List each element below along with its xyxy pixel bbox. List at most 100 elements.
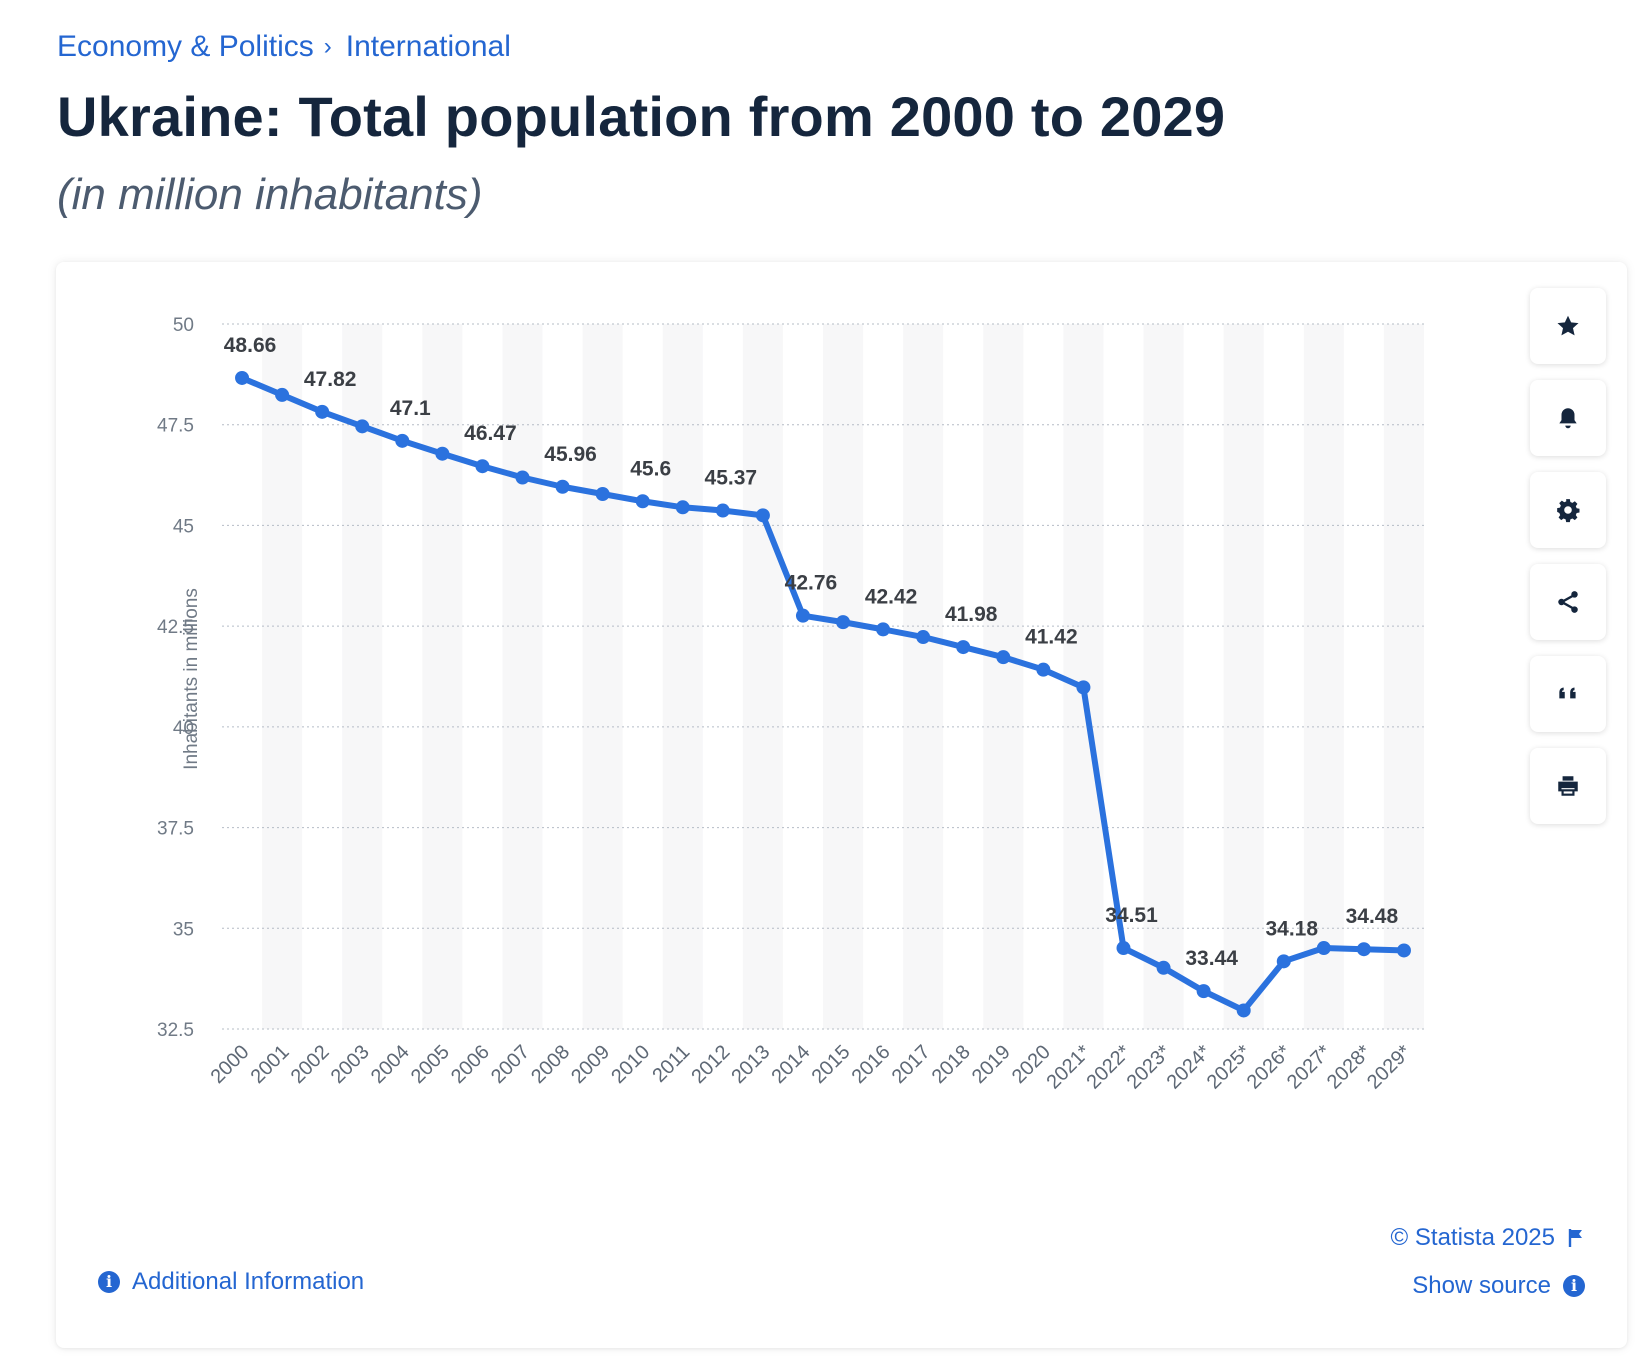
print-icon	[1558, 776, 1578, 796]
notification-button[interactable]	[1530, 380, 1606, 456]
share-button[interactable]	[1530, 564, 1606, 640]
additional-information-label: Additional Information	[132, 1268, 365, 1295]
y-tick-label: 45	[173, 516, 194, 537]
data-point[interactable]	[1036, 662, 1051, 677]
x-tick-label: 2009	[567, 1041, 614, 1088]
column-stripe	[1063, 324, 1104, 1029]
show-source-label: Show source	[1412, 1272, 1551, 1299]
column-stripe	[662, 324, 703, 1029]
column-stripe	[903, 324, 944, 1029]
share-icon	[1558, 591, 1578, 613]
column-stripe	[1383, 324, 1424, 1029]
data-label: 48.66	[224, 334, 277, 357]
column-stripe	[582, 324, 623, 1029]
data-point[interactable]	[1236, 1003, 1251, 1018]
data-point[interactable]	[355, 419, 370, 434]
flag-icon[interactable]	[1567, 1227, 1585, 1249]
page-title: Ukraine: Total population from 2000 to 2…	[57, 85, 1226, 148]
star-icon	[1557, 315, 1579, 336]
data-point[interactable]	[315, 404, 330, 419]
data-point[interactable]	[635, 494, 650, 509]
data-point[interactable]	[555, 479, 570, 494]
statista-credit: © Statista 2025	[1391, 1224, 1585, 1252]
x-tick-label: 2023*	[1123, 1041, 1176, 1094]
chart-card: 32.5 35 37.5 40 42.5 45 47.5 50 2000 2001 2002 200…	[56, 262, 1627, 1348]
data-point[interactable]	[916, 630, 931, 645]
x-tick-label: 2029*	[1363, 1041, 1416, 1094]
x-tick-label: 2025*	[1203, 1041, 1256, 1094]
data-label: 33.44	[1185, 947, 1238, 970]
data-point[interactable]	[235, 370, 250, 385]
show-source-link[interactable]: Show source i	[1412, 1272, 1585, 1300]
data-point[interactable]	[996, 650, 1011, 665]
data-point[interactable]	[836, 615, 851, 630]
data-point[interactable]	[876, 622, 891, 637]
cite-button[interactable]	[1530, 656, 1606, 732]
x-tick-label: 2005	[407, 1041, 454, 1088]
x-tick-label: 2027*	[1283, 1041, 1336, 1094]
data-points	[235, 370, 1411, 1018]
data-point[interactable]	[435, 446, 450, 461]
data-label: 41.42	[1025, 626, 1078, 649]
print-button[interactable]	[1530, 748, 1606, 824]
data-point[interactable]	[1276, 954, 1291, 969]
data-label: 45.96	[544, 443, 597, 466]
x-tick-label: 2014	[767, 1041, 814, 1088]
column-stripe	[502, 324, 543, 1029]
y-tick-label: 32.5	[157, 1020, 194, 1041]
data-point[interactable]	[755, 508, 770, 523]
data-point[interactable]	[1156, 960, 1171, 975]
data-point[interactable]	[1356, 942, 1371, 957]
data-label: 45.37	[705, 467, 758, 490]
breadcrumb-separator: ›	[323, 33, 332, 60]
x-tick-label: 2018	[928, 1041, 975, 1088]
info-icon: i	[1563, 1275, 1585, 1297]
data-point[interactable]	[275, 387, 290, 402]
breadcrumb: Economy & Politics › International	[57, 30, 511, 64]
data-point[interactable]	[715, 503, 730, 518]
data-label: 34.51	[1105, 904, 1158, 927]
breadcrumb-economy-politics[interactable]: Economy & Politics	[57, 30, 314, 63]
y-axis-label: Inhabitants in millions	[181, 588, 202, 770]
x-tick-label: 2000	[207, 1041, 254, 1088]
x-tick-label: 2002	[287, 1041, 334, 1088]
x-tick-label: 2022*	[1083, 1041, 1136, 1094]
favorite-button[interactable]	[1530, 288, 1606, 364]
x-tick-label: 2006	[447, 1041, 494, 1088]
data-point[interactable]	[1116, 941, 1131, 956]
data-point[interactable]	[795, 608, 810, 623]
data-point[interactable]	[595, 487, 610, 502]
data-point[interactable]	[956, 640, 971, 655]
data-series	[239, 374, 1407, 1014]
y-tick-label: 37.5	[157, 819, 194, 840]
quote-icon	[1559, 687, 1576, 699]
data-point[interactable]	[395, 433, 410, 448]
data-point[interactable]	[515, 470, 530, 485]
data-point[interactable]	[1196, 984, 1211, 999]
data-point[interactable]	[1396, 943, 1411, 958]
page-subtitle: (in million inhabitants)	[57, 170, 483, 219]
breadcrumb-international[interactable]: International	[345, 30, 511, 63]
y-tick-label: 35	[173, 919, 194, 940]
data-point[interactable]	[675, 500, 690, 515]
data-point[interactable]	[1316, 941, 1331, 956]
x-tick-label: 2004	[367, 1041, 414, 1088]
column-stripe	[823, 324, 864, 1029]
settings-button[interactable]	[1530, 472, 1606, 548]
x-tick-label: 2017	[888, 1041, 935, 1088]
data-point[interactable]	[1076, 680, 1091, 695]
data-point[interactable]	[475, 459, 490, 474]
y-tick-label: 40	[173, 718, 194, 739]
x-tick-label: 2015	[808, 1041, 855, 1088]
x-tick-label: 2024*	[1163, 1041, 1216, 1094]
y-tick-label: 50	[173, 315, 194, 336]
y-tick-label: 42.5	[157, 617, 194, 638]
x-tick-label: 2011	[648, 1041, 694, 1087]
x-tick-label: 2021*	[1042, 1041, 1095, 1094]
additional-information-link[interactable]: i Additional Information	[98, 1268, 364, 1296]
column-stripe	[1223, 324, 1264, 1029]
column-stripe	[262, 324, 303, 1029]
data-label: 45.6	[630, 457, 671, 480]
data-label: 41.98	[945, 603, 998, 626]
